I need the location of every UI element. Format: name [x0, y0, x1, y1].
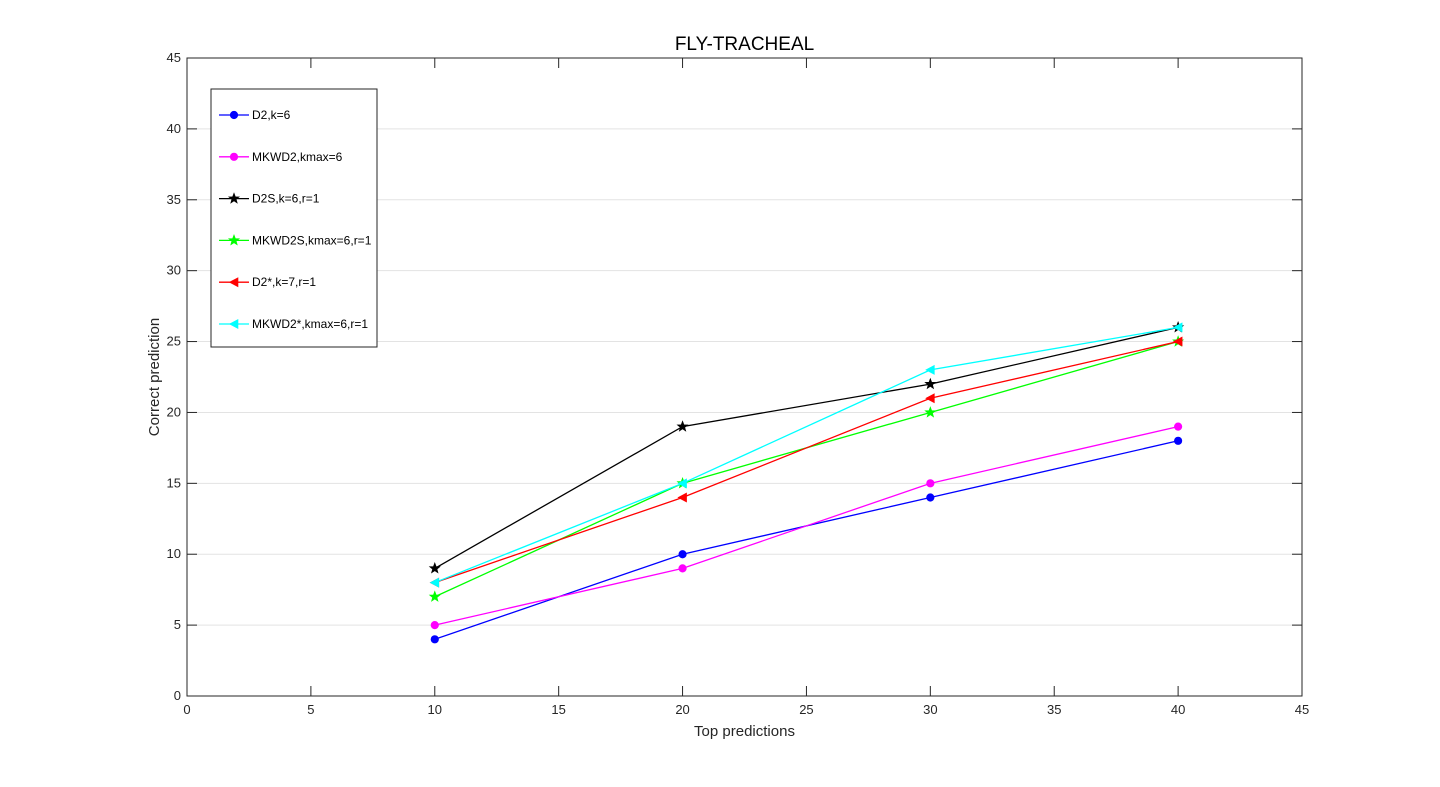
data-point	[430, 621, 439, 630]
x-tick-label: 0	[183, 702, 190, 717]
chart-title: FLY-TRACHEAL	[675, 34, 814, 55]
series-group	[428, 321, 1185, 644]
data-point	[678, 550, 687, 559]
x-tick-label: 5	[307, 702, 314, 717]
legend-marker	[229, 152, 239, 161]
y-tick-label: 5	[174, 617, 181, 632]
y-tick-label: 10	[167, 546, 181, 561]
legend-label: MKWD2S,kmax=6,r=1	[252, 233, 372, 247]
axes: 0 5 10 15 20 25 30 35 40 45 0 5 10 15 20 25 30 35 40 45	[167, 50, 1310, 717]
legend-entry: MKWD2S,kmax=6,r=1	[219, 233, 372, 247]
legend-entry: D2*,k=7,r=1	[219, 275, 316, 289]
series-6	[429, 322, 1183, 588]
legend-entry: MKWD2,kmax=6	[219, 150, 343, 164]
y-tick-label: 15	[167, 475, 181, 490]
data-point	[428, 590, 441, 602]
series-2	[430, 422, 1183, 630]
data-point	[925, 393, 935, 404]
legend-marker	[228, 319, 239, 329]
y-tick-label: 35	[167, 192, 181, 207]
x-tick-label: 10	[428, 702, 442, 717]
legend-marker	[229, 110, 239, 120]
legend-label: D2,k=6	[252, 108, 291, 122]
axes-box	[186, 57, 1303, 697]
data-point	[926, 493, 935, 502]
y-tick-label: 40	[167, 121, 181, 136]
series-line	[434, 326, 1179, 569]
data-point	[1172, 336, 1183, 347]
x-axis-label: Top predictions	[694, 723, 795, 740]
x-tick-label: 20	[675, 702, 689, 717]
y-axis-label: Correct prediction	[146, 318, 163, 436]
legend-label: D2*,k=7,r=1	[252, 275, 316, 289]
data-point	[924, 377, 937, 390]
data-point	[925, 364, 935, 375]
series-line	[434, 425, 1179, 626]
y-tick-label: 25	[167, 334, 181, 349]
legend-entry: D2S,k=6,r=1	[219, 192, 320, 206]
data-point	[1174, 422, 1183, 431]
x-tick-label: 15	[551, 702, 565, 717]
legend: D2,k=6 MKWD2,kmax=6 D2S,k=6,r=1 MKWD2S,kmax…	[210, 88, 378, 348]
x-tick-label: 25	[799, 702, 813, 717]
data-point	[924, 406, 937, 418]
data-point	[926, 479, 935, 488]
legend-label: D2S,k=6,r=1	[252, 192, 320, 206]
data-point	[677, 492, 687, 503]
data-point	[677, 478, 687, 489]
data-point	[1172, 322, 1183, 333]
series-line	[434, 326, 1179, 584]
y-tick-label: 30	[167, 263, 181, 278]
legend-box	[210, 88, 378, 348]
data-point	[428, 562, 441, 574]
x-tick-label: 45	[1295, 702, 1309, 717]
series-line	[434, 340, 1179, 584]
y-tick-label: 45	[167, 50, 181, 65]
y-tick-label: 20	[167, 404, 181, 419]
data-point	[676, 420, 689, 432]
legend-label: MKWD2,kmax=6	[252, 150, 343, 164]
legend-label: MKWD2*,kmax=6,r=1	[252, 317, 368, 331]
data-point	[430, 635, 439, 644]
legend-entry: D2,k=6	[219, 108, 291, 122]
legend-entry: MKWD2*,kmax=6,r=1	[219, 317, 368, 331]
x-tick-label: 35	[1047, 702, 1061, 717]
x-tick-label: 30	[923, 702, 937, 717]
data-point	[1174, 436, 1183, 445]
legend-marker	[227, 234, 241, 246]
x-tick-label: 40	[1171, 702, 1185, 717]
data-point	[678, 564, 687, 573]
legend-marker	[227, 192, 241, 204]
legend-marker	[228, 277, 239, 288]
data-point	[429, 577, 440, 588]
y-tick-label: 0	[174, 688, 181, 703]
